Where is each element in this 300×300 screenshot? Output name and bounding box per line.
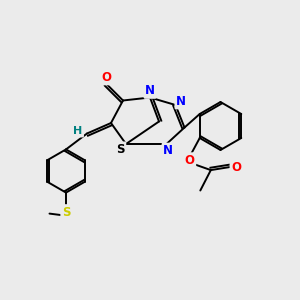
Text: H: H	[74, 126, 82, 136]
Text: O: O	[101, 71, 112, 84]
Text: O: O	[185, 154, 195, 167]
Text: S: S	[116, 143, 125, 156]
Text: N: N	[163, 144, 173, 157]
Text: N: N	[145, 84, 155, 98]
Text: N: N	[176, 95, 186, 108]
Text: S: S	[62, 206, 70, 219]
Text: O: O	[231, 160, 241, 174]
